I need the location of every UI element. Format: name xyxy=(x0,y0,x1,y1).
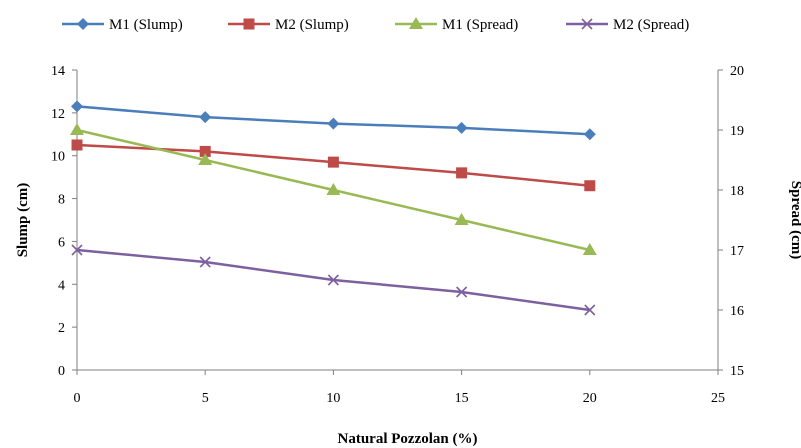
data-point-m1-slump xyxy=(199,111,212,124)
y-tick-label: 4 xyxy=(58,278,65,293)
y-tick-label: 12 xyxy=(51,107,65,122)
data-point-m1-spread xyxy=(198,153,213,165)
x-tick-label: 5 xyxy=(202,391,209,406)
data-point-m2-slump xyxy=(199,145,211,157)
series-m1-spread xyxy=(70,123,597,255)
y-tick-label: 14 xyxy=(51,64,65,79)
legend-label: M2 (Slump) xyxy=(275,17,349,33)
x-tick-label: 20 xyxy=(583,391,597,406)
y-axis-title: Slump (cm) xyxy=(15,183,31,258)
y2-tick-label: 17 xyxy=(730,244,744,259)
x-tick-label: 15 xyxy=(455,391,469,406)
x-tick-label: 10 xyxy=(326,391,340,406)
axes xyxy=(72,69,723,375)
x-axis-title: Natural Pozzolan (%) xyxy=(338,431,478,447)
data-point-m1-slump xyxy=(583,128,596,141)
tick-labels: 0 2 4 6 8 10 12 14 15 16 17 18 19 20 0 5 10 15 20 25 xyxy=(51,64,744,406)
legend-swatch-marker xyxy=(581,18,593,30)
data-point-m2-spread xyxy=(71,244,83,256)
data-point-m1-spread xyxy=(582,243,597,255)
y2-tick-label: 16 xyxy=(730,304,744,319)
legend-swatch-marker xyxy=(409,17,423,29)
y-tick-label: 2 xyxy=(58,321,65,336)
series-m2-spread xyxy=(71,244,596,316)
legend-entry-m1-spread: M1 (Spread) xyxy=(395,17,518,33)
data-point-m2-spread xyxy=(199,256,211,268)
y2-tick-label: 19 xyxy=(730,124,744,139)
data-point-m1-spread xyxy=(454,213,469,225)
data-point-m1-spread xyxy=(326,183,341,195)
data-point-m2-spread xyxy=(456,286,468,298)
data-point-m1-slump xyxy=(455,121,468,134)
x-tick-label: 0 xyxy=(74,391,81,406)
legend-label: M2 (Spread) xyxy=(613,17,689,33)
y2-axis-title: Spread (cm) xyxy=(788,181,801,259)
data-point-m2-slump xyxy=(71,139,83,151)
y-tick-label: 0 xyxy=(58,364,65,379)
series-m1-slump xyxy=(71,100,596,141)
data-point-m1-spread xyxy=(70,123,84,135)
data-point-m2-spread xyxy=(584,304,596,316)
data-point-m2-slump xyxy=(327,156,339,168)
data-point-m2-slump xyxy=(584,180,596,192)
legend-entry-m2-slump: M2 (Slump) xyxy=(228,17,349,33)
y-tick-label: 10 xyxy=(51,150,65,165)
y2-tick-label: 18 xyxy=(730,184,744,199)
x-tick-label: 25 xyxy=(711,391,725,406)
legend-swatch-marker xyxy=(243,18,255,30)
y2-tick-label: 20 xyxy=(730,64,744,79)
y2-tick-label: 15 xyxy=(730,364,744,379)
legend-label: M1 (Slump) xyxy=(109,17,183,33)
y-tick-label: 6 xyxy=(58,235,65,250)
y-tick-label: 8 xyxy=(58,193,65,208)
data-point-m2-slump xyxy=(456,167,468,179)
legend-entry-m2-spread: M2 (Spread) xyxy=(566,17,689,33)
legend-swatch-marker xyxy=(77,18,89,30)
series-group xyxy=(70,100,597,316)
data-point-m1-slump xyxy=(71,100,83,113)
legend: M1 (Slump) M2 (Slump) M1 (Spread) M2 (Sprea… xyxy=(62,17,689,33)
legend-label: M1 (Spread) xyxy=(442,17,518,33)
legend-entry-m1-slump: M1 (Slump) xyxy=(62,17,183,33)
data-point-m1-slump xyxy=(327,117,340,130)
data-point-m2-spread xyxy=(327,274,339,286)
